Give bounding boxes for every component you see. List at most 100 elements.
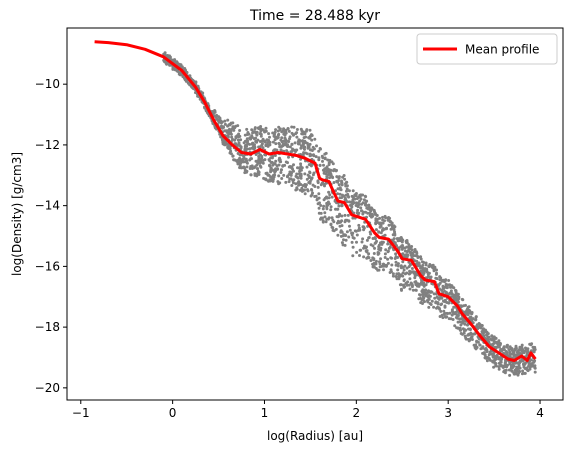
scatter-point <box>259 134 263 138</box>
scatter-point <box>237 141 241 145</box>
scatter-point <box>517 371 520 375</box>
scatter-point <box>242 160 246 164</box>
scatter-point <box>241 157 245 161</box>
scatter-point <box>377 230 381 234</box>
scatter-point <box>331 175 334 179</box>
scatter-point <box>378 265 382 269</box>
scatter-point <box>318 201 321 205</box>
scatter-point <box>450 309 454 313</box>
scatter-point <box>168 54 171 58</box>
scatter-point <box>303 192 307 196</box>
scatter-point <box>321 168 325 172</box>
scatter-point <box>323 211 327 215</box>
scatter-point <box>226 135 230 139</box>
scatter-point <box>473 332 477 336</box>
scatter-point <box>492 365 496 369</box>
scatter-point <box>236 143 240 147</box>
scatter-point <box>261 137 265 141</box>
scatter-point <box>236 161 240 165</box>
scatter-point <box>358 193 362 197</box>
scatter-point <box>345 180 349 184</box>
scatter-point <box>439 295 442 299</box>
scatter-point <box>330 195 334 199</box>
scatter-point <box>524 346 527 350</box>
scatter-point <box>463 322 467 326</box>
scatter-point <box>408 277 412 281</box>
scatter-point <box>289 170 293 174</box>
scatter-point <box>299 162 303 166</box>
scatter-point <box>264 143 268 147</box>
scatter-point <box>238 164 242 168</box>
scatter-point <box>434 300 438 304</box>
scatter-point <box>335 168 338 172</box>
scatter-point <box>522 365 526 369</box>
scatter-point <box>283 163 287 167</box>
scatter-point <box>466 323 469 327</box>
scatter-point <box>438 307 442 311</box>
scatter-point <box>421 260 424 264</box>
scatter-point <box>267 173 271 177</box>
scatter-point <box>256 167 259 171</box>
scatter-point <box>306 146 310 150</box>
scatter-point <box>531 345 535 349</box>
scatter-point <box>254 139 258 143</box>
scatter-point <box>459 328 463 332</box>
scatter-point <box>414 250 418 254</box>
scatter-point <box>533 359 537 363</box>
x-tick-label: −1 <box>72 406 90 420</box>
scatter-point <box>497 367 501 371</box>
scatter-point <box>383 214 387 218</box>
scatter-point <box>375 218 379 222</box>
scatter-point <box>276 129 280 133</box>
scatter-point <box>310 149 314 152</box>
scatter-point <box>274 169 277 173</box>
scatter-point <box>316 179 320 183</box>
scatter-point <box>386 249 390 253</box>
scatter-point <box>463 328 467 332</box>
scatter-point <box>430 299 434 303</box>
scatter-point <box>286 139 290 143</box>
scatter-point <box>373 237 377 241</box>
scatter-point <box>321 159 324 163</box>
scatter-point <box>350 204 354 208</box>
scatter-point <box>273 135 277 139</box>
scatter-point <box>396 246 400 250</box>
scatter-point <box>495 353 499 357</box>
scatter-point <box>299 176 303 180</box>
scatter-point <box>475 340 479 344</box>
scatter-point <box>514 344 518 348</box>
scatter-point <box>442 299 445 303</box>
scatter-point <box>266 144 270 148</box>
scatter-point <box>425 270 429 274</box>
scatter-point <box>217 120 221 124</box>
scatter-point <box>307 163 311 167</box>
scatter-point <box>413 276 417 280</box>
scatter-point <box>296 142 300 146</box>
scatter-point <box>281 128 285 132</box>
legend: Mean profile <box>416 33 558 65</box>
scatter-point <box>442 287 446 290</box>
scatter-point <box>374 262 378 266</box>
scatter-point <box>340 224 344 228</box>
scatter-point <box>322 163 325 167</box>
scatter-point <box>280 136 284 140</box>
scatter-point <box>249 173 253 177</box>
scatter-point <box>356 205 360 208</box>
scatter-point <box>284 160 288 164</box>
scatter-point <box>508 373 512 377</box>
scatter-point <box>329 205 333 209</box>
scatter-point <box>245 141 249 145</box>
scatter-point <box>462 331 466 335</box>
scatter-point <box>278 127 282 131</box>
scatter-point <box>302 151 306 155</box>
scatter-point <box>386 257 390 261</box>
scatter-point <box>294 174 298 178</box>
scatter-point <box>442 312 446 316</box>
scatter-point <box>359 206 363 210</box>
scatter-point <box>383 256 387 259</box>
scatter-point <box>425 299 429 302</box>
scatter-point <box>511 366 514 370</box>
scatter-point <box>165 54 169 58</box>
scatter-point <box>248 167 252 170</box>
